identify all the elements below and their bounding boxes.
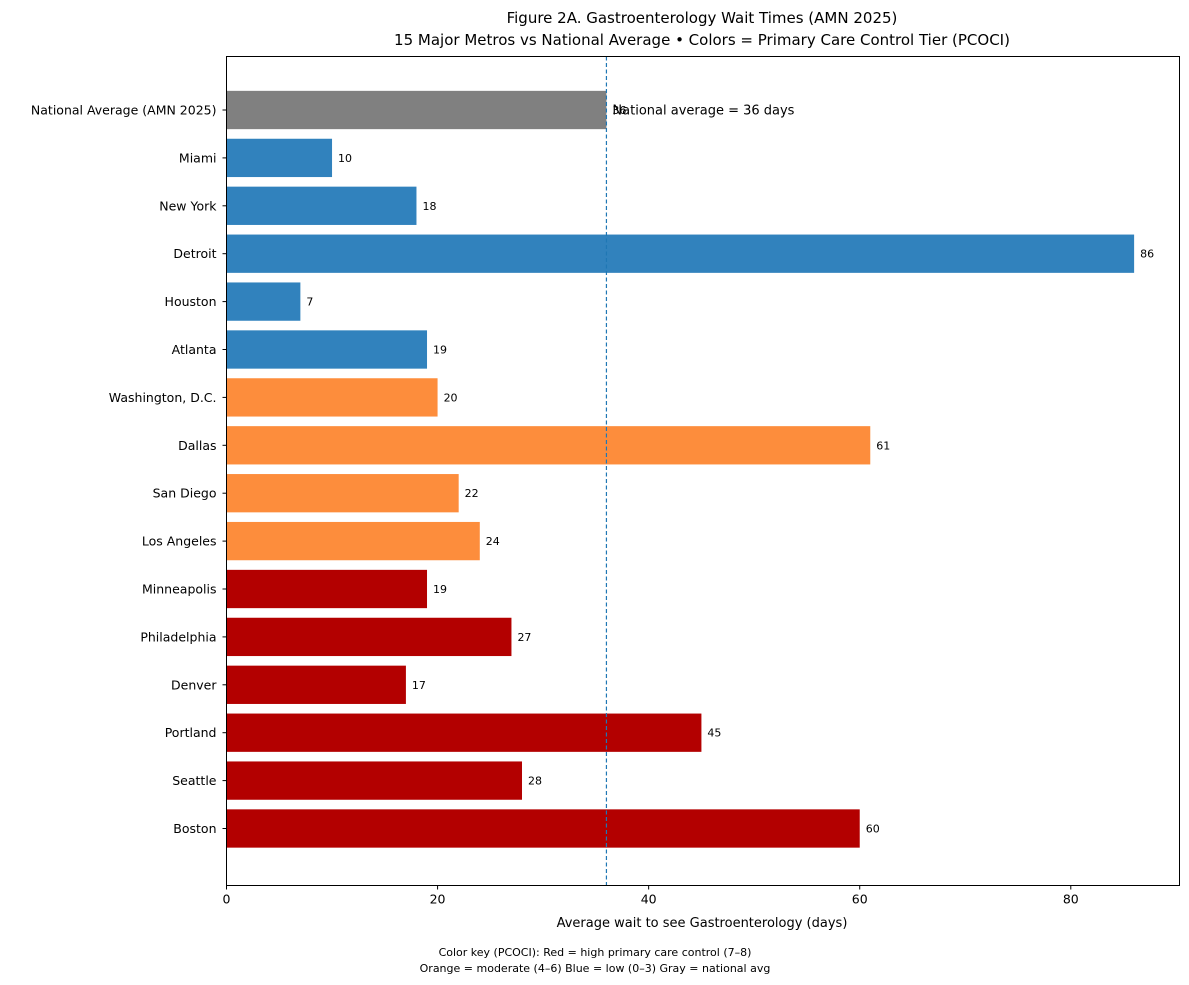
x-ticks: 0 20 40 60 80: [223, 885, 1079, 907]
x-tick-label-60: 60: [852, 892, 868, 907]
bar-atlanta: [226, 330, 428, 369]
y-tick-label-seattle: Seattle: [172, 773, 217, 788]
y-tick-label-new-york: New York: [159, 198, 217, 213]
color-key-line-2: Orange = moderate (4–6) Blue = low (0–3)…: [420, 962, 771, 975]
y-tick-label-houston: Houston: [165, 294, 217, 309]
bar-portland: [226, 713, 702, 752]
x-tick-label-80: 80: [1063, 892, 1079, 907]
chart-subtitle: 15 Major Metros vs National Average • Co…: [394, 31, 1010, 49]
data-label-dallas: 61: [876, 439, 890, 452]
data-label-los-angeles: 24: [486, 535, 500, 548]
bar-denver: [226, 665, 406, 704]
data-label-philadelphia: 27: [517, 631, 531, 644]
bar-minneapolis: [226, 569, 428, 609]
y-tick-label-atlanta: Atlanta: [172, 342, 217, 357]
y-tick-label-washington-d-c: Washington, D.C.: [109, 390, 217, 405]
y-tick-label-miami: Miami: [179, 150, 217, 165]
data-label-new-york: 18: [422, 200, 436, 213]
bar-boston: [226, 809, 860, 848]
y-tick-label-dallas: Dallas: [178, 438, 216, 453]
y-tick-label-minneapolis: Minneapolis: [142, 582, 217, 597]
bar-philadelphia: [226, 617, 512, 657]
x-tick-label-0: 0: [223, 892, 231, 907]
y-tick-label-national-average-amn-2025: National Average (AMN 2025): [31, 103, 217, 118]
data-label-atlanta: 19: [433, 344, 447, 357]
data-label-portland: 45: [707, 727, 721, 740]
reference-line-group: National average = 36 days: [605, 56, 795, 886]
y-tick-label-san-diego: San Diego: [153, 486, 217, 501]
x-tick-label-40: 40: [641, 892, 657, 907]
y-tick-label-philadelphia: Philadelphia: [140, 629, 216, 644]
y-tick-label-detroit: Detroit: [173, 246, 216, 261]
chart-title: Figure 2A. Gastroenterology Wait Times (…: [507, 9, 898, 27]
bar-los-angeles: [226, 521, 480, 561]
bar-new-york: [226, 186, 417, 225]
plot-frame: [226, 56, 1180, 886]
bar-miami: [226, 138, 333, 178]
bars-group: 36 10 18 86 7 19 20 61 22 24 19 27 17 45 28 60: [226, 90, 1154, 848]
y-tick-label-boston: Boston: [173, 821, 216, 836]
data-label-minneapolis: 19: [433, 583, 447, 596]
color-key-line-1: Color key (PCOCI): Red = high primary ca…: [439, 946, 752, 959]
data-label-miami: 10: [338, 152, 352, 165]
data-label-national-average-amn-2025: 36: [612, 104, 626, 117]
x-axis-label: Average wait to see Gastroenterology (da…: [557, 916, 848, 931]
bar-washington-d-c: [226, 378, 438, 417]
national-average-annotation: National average = 36 days: [612, 104, 794, 119]
data-label-boston: 60: [866, 823, 880, 836]
bar-national-average-amn-2025: [226, 90, 607, 130]
data-label-houston: 7: [306, 296, 313, 309]
x-tick-label-20: 20: [430, 892, 446, 907]
y-tick-labels: National Average (AMN 2025) Miami New York…: [31, 103, 227, 836]
bar-san-diego: [226, 474, 459, 513]
data-label-washington-d-c: 20: [444, 391, 458, 404]
bar-seattle: [226, 761, 523, 800]
data-label-san-diego: 22: [465, 487, 479, 500]
bar-dallas: [226, 426, 871, 465]
data-label-seattle: 28: [528, 775, 542, 788]
y-tick-label-denver: Denver: [171, 677, 217, 692]
data-label-denver: 17: [412, 679, 426, 692]
y-tick-label-los-angeles: Los Angeles: [142, 534, 217, 549]
bar-houston: [226, 282, 301, 321]
y-tick-label-portland: Portland: [165, 725, 217, 740]
bar-detroit: [226, 234, 1135, 273]
data-label-detroit: 86: [1140, 248, 1154, 261]
